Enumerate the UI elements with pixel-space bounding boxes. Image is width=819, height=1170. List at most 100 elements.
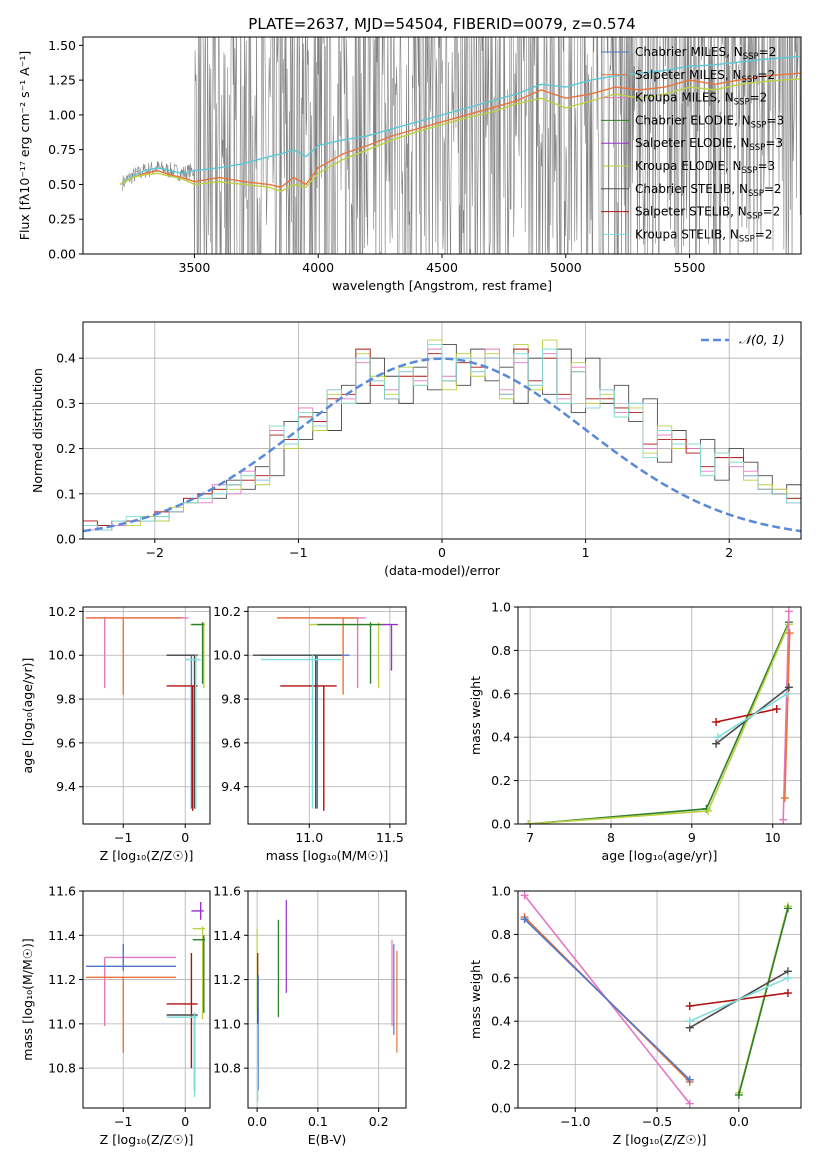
age_vs_z-ytick-label: 9.4 [56, 779, 76, 794]
mass_vs_ebv-plot-area [256, 899, 398, 1102]
legend-entry: Chabrier ELODIE, NSSP=3 [635, 113, 784, 130]
mass_vs_ebv-ytick-label: 10.8 [213, 1061, 241, 1076]
weight_vs_z-xtick-label: −0.5 [642, 1114, 672, 1129]
histogram-step [83, 339, 801, 526]
weight_vs_z-ylabel: mass weight [468, 960, 483, 1039]
weight-series-line [528, 624, 790, 824]
spectrum-xtick-label: 4500 [426, 260, 458, 275]
weight_vs_z-ytick-label: 1.0 [491, 884, 511, 899]
weight_vs_z-ytick-label: 0.0 [491, 1101, 511, 1116]
weight_vs_z-panel: −1.0 −0.5 0.0 0.0 0.2 0.4 0.6 0.8 1.0 Z [log₁₀(Z/… [468, 884, 802, 1147]
age_vs_mass-plot-area [252, 617, 398, 811]
weight_vs_age-ytick-label: 1.0 [491, 600, 511, 615]
mass_vs_ebv-xlabel: E(B-V) [308, 1132, 347, 1147]
residuals-ylabel: Normed distribution [30, 368, 45, 493]
weight-series-line [717, 693, 788, 738]
weight_vs_age-ytick-label: 0.6 [491, 686, 511, 701]
spectrum-xtick-label: 5000 [550, 260, 582, 275]
mass_vs_z-xlabel: Z [log₁₀(Z/Z☉)] [100, 1132, 194, 1147]
weight_vs_age-ytick-label: 0.2 [491, 773, 511, 788]
mass_vs_ebv-xtick-label: 0.0 [247, 1114, 267, 1129]
residuals-ytick-label: 0.4 [56, 351, 76, 366]
weight_vs_z-ytick-label: 0.4 [491, 1014, 511, 1029]
weight_vs_z-ytick-label: 0.2 [491, 1057, 511, 1072]
residuals-xlabel: (data-model)/error [384, 563, 501, 578]
legend-entry: Chabrier MILES, NSSP=2 [635, 45, 776, 62]
mass_vs_z-ytick-label: 11.6 [48, 884, 76, 899]
mass_vs_ebv-xtick-label: 0.2 [369, 1114, 389, 1129]
figure-title: PLATE=2637, MJD=54504, FIBERID=0079, z=0… [248, 15, 635, 33]
spectrum-xtick-label: 5500 [674, 260, 706, 275]
spectrum-ytick-label: 0.50 [48, 177, 76, 192]
mass_vs_ebv-xtick-label: 0.1 [308, 1114, 328, 1129]
weight-series-line [738, 908, 789, 1096]
mass_vs_z-ytick-label: 11.0 [48, 1016, 76, 1031]
residuals-xtick-label: 2 [725, 545, 733, 560]
observed-spectrum-line [122, 37, 801, 254]
weight_vs_age-plot-area [524, 607, 794, 824]
legend-entry: 𝒩(0, 1) [739, 332, 785, 347]
weight_vs_z-frame [517, 890, 802, 1109]
spectrum-ytick-label: 0.00 [48, 247, 76, 262]
spectrum-ylabel: Flux [fλ10⁻¹⁷ erg cm⁻² s⁻¹ A⁻¹] [17, 51, 32, 240]
age_vs_mass-ytick-label: 9.4 [221, 779, 241, 794]
spectrum-ytick-label: 1.50 [48, 38, 76, 53]
weight_vs_z-xlabel: Z [log₁₀(Z/Z☉)] [613, 1132, 707, 1147]
age_vs_mass-ytick-label: 10.0 [213, 648, 241, 663]
mass_vs_z-plot-area [86, 902, 206, 1097]
mass_vs_ebv-ytick-label: 11.2 [213, 972, 241, 987]
age_vs_mass-xtick-label: 11.5 [376, 830, 404, 845]
weight-series-line [689, 977, 789, 1022]
legend-entry: Kroupa STELIB, NSSP=2 [635, 227, 773, 244]
weight_vs_z-xtick-label: 0.0 [729, 1114, 749, 1129]
age_vs_mass-ytick-label: 9.6 [221, 735, 241, 750]
spectrum-xlabel: wavelength [Angstrom, rest frame] [332, 278, 552, 293]
weight-series-line [784, 633, 791, 798]
age_vs_z-plot-area [86, 617, 206, 811]
residuals-ytick-label: 0.1 [56, 486, 76, 501]
weight-series-line [523, 918, 691, 1081]
age_vs_z-frame [82, 606, 211, 825]
mass_vs_z-ytick-label: 11.2 [48, 972, 76, 987]
weight_vs_age-panel: 7 8 9 10 0.0 0.2 0.4 0.6 0.8 1.0 age [log₁₀(age/yr… [468, 600, 802, 863]
residuals-xtick-label: −2 [146, 545, 164, 560]
residuals-plot-area [83, 339, 801, 533]
weight_vs_z-ytick-label: 0.6 [491, 970, 511, 985]
weight_vs_age-xtick-label: 7 [526, 830, 534, 845]
weight-series-line [528, 621, 790, 824]
age_vs_z-xtick-label: 0 [181, 830, 189, 845]
weight_vs_age-ytick-label: 0.0 [491, 817, 511, 832]
age_vs_z-xlabel: Z [log₁₀(Z/Z☉)] [100, 848, 194, 863]
age_vs_z-panel: −1 0 9.4 9.6 9.8 10.0 10.2 Z [log₁₀(Z/Z☉)] age [… [20, 604, 211, 863]
mass_vs_z-ytick-label: 10.8 [48, 1061, 76, 1076]
weight_vs_age-xlabel: age [log₁₀(age/yr)] [602, 848, 718, 863]
spectrum-xtick-label: 4000 [302, 260, 334, 275]
weight_vs_age-xtick-label: 8 [607, 830, 615, 845]
legend-entry: Kroupa MILES, NSSP=2 [635, 91, 767, 108]
age_vs_mass-xtick-label: 11.0 [295, 830, 323, 845]
weight_vs_z-plot-area [520, 891, 792, 1108]
legend-entry: Salpeter STELIB, NSSP=2 [635, 205, 780, 222]
mass_vs_z-xtick-label: −1 [114, 1114, 132, 1129]
residuals-xtick-label: 0 [438, 545, 446, 560]
mass_vs_ebv-ytick-label: 11.0 [213, 1016, 241, 1031]
weight_vs_z-ytick-label: 0.8 [491, 927, 511, 942]
spectrum-ytick-label: 1.25 [48, 73, 76, 88]
weight_vs_age-ytick-label: 0.4 [491, 730, 511, 745]
age_vs_z-ytick-label: 9.6 [56, 735, 76, 750]
mass_vs_ebv-ytick-label: 11.6 [213, 884, 241, 899]
model-spectrum-line [119, 78, 801, 193]
spectrum-ytick-label: 1.00 [48, 107, 76, 122]
histogram-step [83, 344, 801, 531]
age_vs_mass-ytick-label: 9.8 [221, 692, 241, 707]
mass_vs_z-panel: −1 0 10.8 11.0 11.2 11.4 11.6 Z [log₁₀(Z/Z☉)] ma… [20, 884, 211, 1147]
legend-entry: Salpeter MILES, NSSP=2 [635, 68, 775, 85]
spectrum-panel: 3500 4000 4500 5000 5500 0.00 0.25 0.50 0.75 1.00… [17, 36, 802, 293]
mass_vs_ebv-panel: 0.0 0.1 0.2 10.8 11.0 11.2 11.4 11.6 E(B-V) [213, 884, 407, 1147]
mass_vs_z-xtick-label: 0 [181, 1114, 189, 1129]
weight_vs_age-ytick-label: 0.8 [491, 643, 511, 658]
weight_vs_age-frame [517, 606, 802, 825]
residuals-ytick-label: 0.0 [56, 532, 76, 547]
residuals-ytick-label: 0.2 [56, 441, 76, 456]
